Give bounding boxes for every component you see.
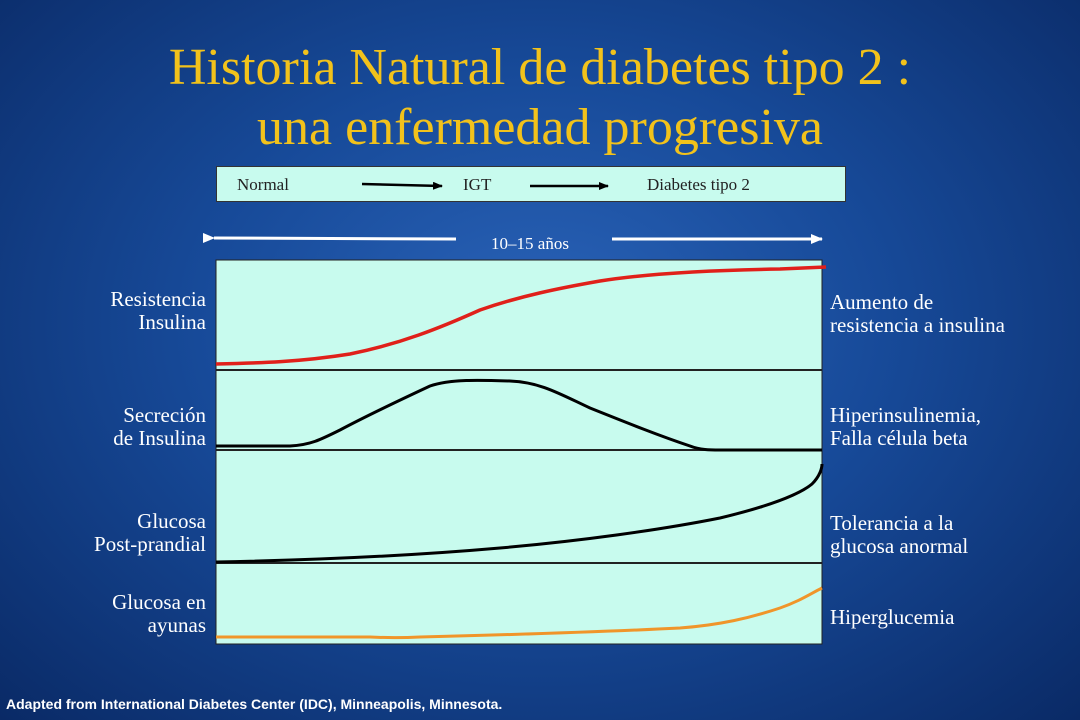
label-insulin-resistance: Resistencia Insulina [110,287,206,334]
label-fasting-glucose: Glucosa en ayunas [112,590,206,637]
stage-diabetes: Diabetes tipo 2 [647,175,750,194]
postprandial-glucose-curve [215,463,824,564]
duration-label: 10–15 años [491,234,569,253]
fasting-glucose-curve [216,586,823,640]
insulin-secretion-curve [216,378,822,452]
duration-arrow-left [202,232,457,243]
outcome-hyperinsulinemia: Hiperinsulinemia, Falla célula beta [830,403,982,450]
title-line-2: una enfermedad progresiva [257,99,823,156]
outcome-hyperglycemia: Hiperglucemia [830,605,955,629]
chart-panel [215,259,823,645]
label-insulin-secretion: Secreción de Insulina [113,403,206,450]
insulin-resistance-curve [215,265,827,366]
title-line-1: Historia Natural de diabetes tipo 2 : [168,39,912,96]
source-footnote: Adapted from International Diabetes Cent… [6,696,503,712]
outcome-glucose-tolerance: Tolerancia a la glucosa anormal [830,511,969,558]
stage-igt: IGT [463,175,492,194]
label-postprandial-glucose: Glucosa Post-prandial [94,509,206,556]
stage-progression-box: Normal IGT Diabetes tipo 2 [216,166,846,202]
stage-normal: Normal [237,175,289,194]
arrow-normal-to-igt [361,181,443,190]
outcome-insulin-resistance: Aumento de resistencia a insulina [830,290,1005,337]
